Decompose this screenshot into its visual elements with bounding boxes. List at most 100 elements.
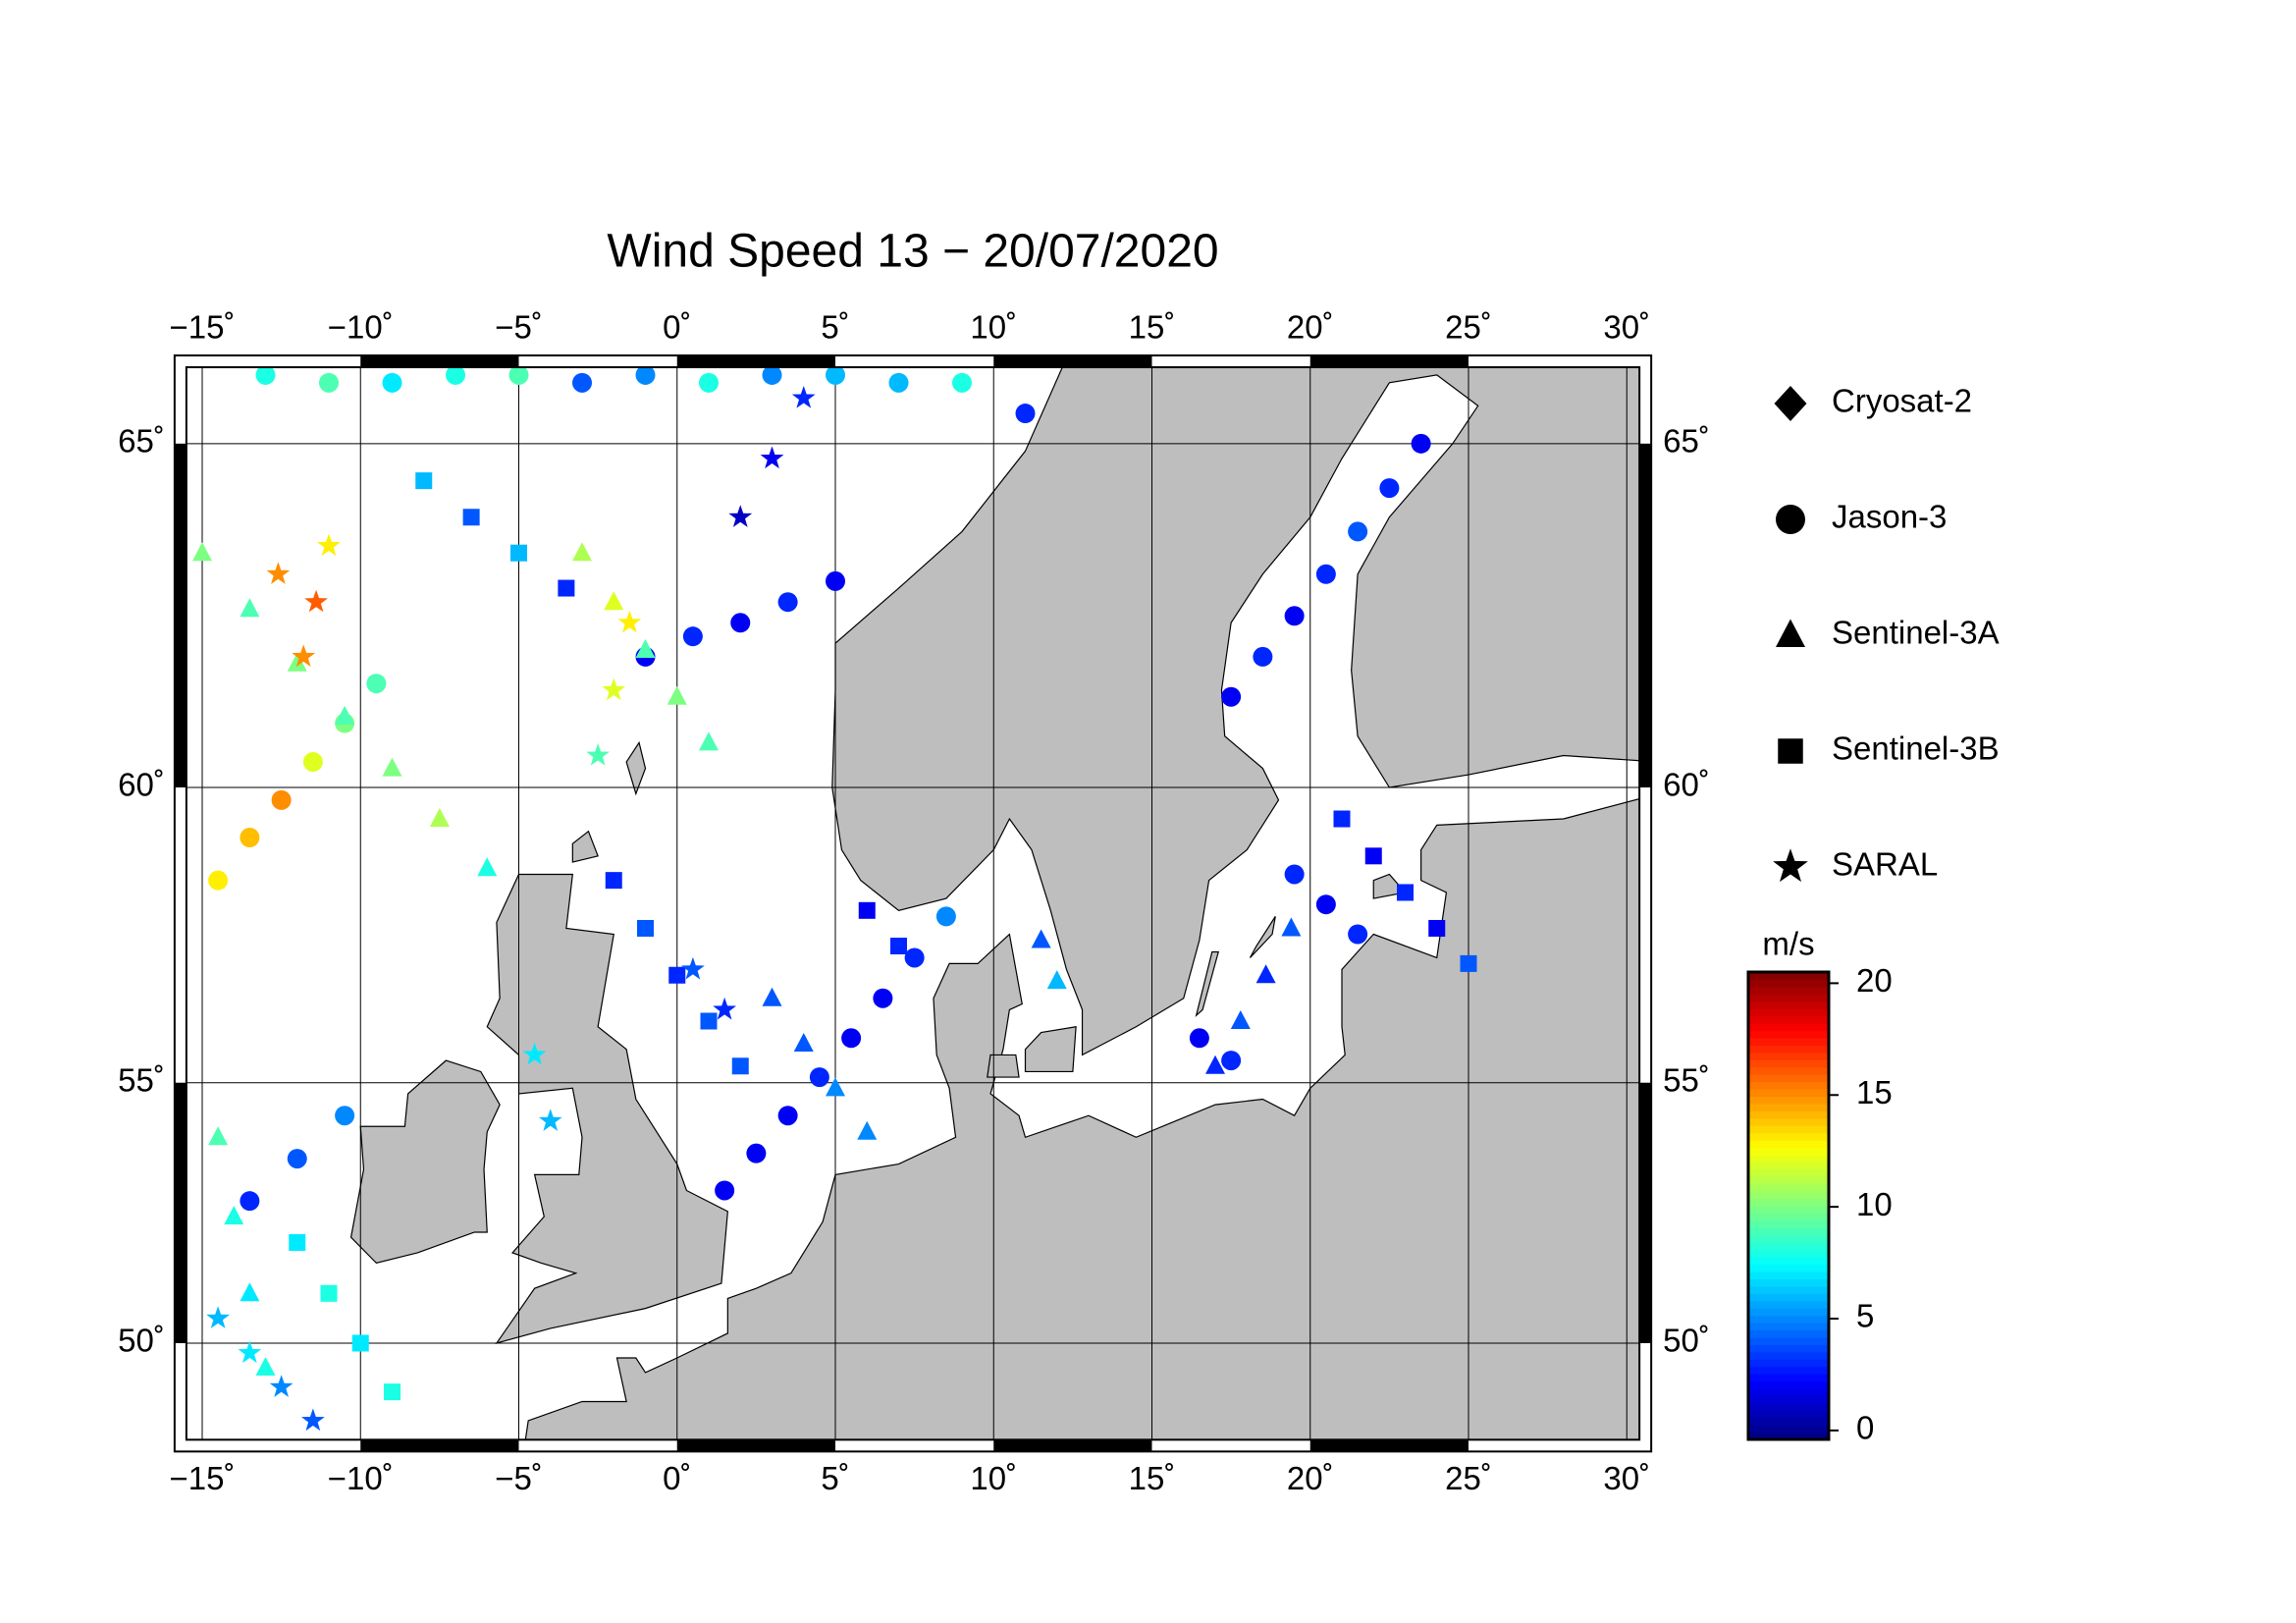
data-point	[572, 372, 592, 393]
data-point	[240, 1191, 260, 1212]
data-point	[1221, 1051, 1242, 1071]
legend-label: Cryosat-2	[1832, 383, 1972, 419]
data-point	[1348, 521, 1368, 542]
data-point	[1046, 970, 1067, 990]
colorbar-cell	[1748, 1242, 1829, 1251]
land	[1195, 950, 1220, 1017]
data-point	[1189, 1028, 1209, 1049]
data-point	[826, 1077, 845, 1097]
data-point	[302, 752, 323, 773]
data-point	[841, 1028, 862, 1049]
colorbar-cell	[1748, 1432, 1829, 1440]
colorbar-cell	[1748, 1285, 1829, 1294]
data-point	[1284, 864, 1305, 885]
data-point	[429, 808, 450, 828]
x-tick-label: 25˚	[1445, 309, 1492, 346]
data-point	[1428, 919, 1446, 937]
border-bar	[993, 355, 1152, 368]
data-point	[382, 757, 402, 777]
data-point	[1284, 606, 1305, 626]
data-point	[668, 966, 686, 984]
colorbar-cell	[1748, 1140, 1829, 1149]
colorbar-cell	[1748, 1308, 1829, 1317]
border-bar	[1639, 443, 1652, 788]
colorbar-cell	[1748, 1176, 1829, 1185]
data-point	[680, 956, 705, 980]
colorbar-cell	[1748, 1023, 1829, 1032]
data-point	[1411, 433, 1431, 454]
data-point	[637, 919, 654, 937]
x-tick-label: 30˚	[1603, 309, 1650, 346]
border-bar	[1639, 1082, 1652, 1343]
data-point	[762, 367, 782, 385]
legend-label: Sentinel-3A	[1832, 615, 2000, 651]
x-tick-label: 5˚	[821, 1460, 849, 1496]
data-point	[287, 1149, 307, 1169]
colorbar-cell	[1748, 1359, 1829, 1368]
data-point	[1333, 810, 1351, 828]
colorbar-cell	[1748, 1213, 1829, 1221]
data-point	[1379, 478, 1400, 499]
colorbar-cell	[1748, 1198, 1829, 1207]
colorbar-cell	[1748, 1045, 1829, 1054]
data-point	[508, 367, 529, 385]
colorbar-cell	[1748, 986, 1829, 995]
data-point	[682, 626, 703, 647]
colorbar-tick-label: 15	[1856, 1074, 1893, 1110]
y-tick-label: 55˚	[118, 1061, 165, 1098]
colorbar-cell	[1748, 1030, 1829, 1039]
data-point	[304, 589, 328, 613]
legend-symbol	[1776, 505, 1805, 534]
colorbar-cell	[1748, 1234, 1829, 1243]
data-point	[255, 1356, 276, 1376]
colorbar-tick-label: 0	[1856, 1410, 1874, 1446]
data-point	[1221, 686, 1242, 707]
colorbar-cell	[1748, 1081, 1829, 1090]
land	[1024, 1026, 1077, 1073]
data-point	[572, 542, 592, 562]
y-tick-label: 55˚	[1663, 1061, 1710, 1098]
border-bar	[174, 1082, 187, 1343]
colorbar-cell	[1748, 1410, 1829, 1419]
land	[987, 1054, 1020, 1078]
colorbar-cell	[1748, 1227, 1829, 1236]
colorbar-cell	[1748, 1103, 1829, 1111]
data-point	[699, 372, 719, 393]
colorbar-cell	[1748, 1219, 1829, 1228]
y-tick-label: 50˚	[118, 1323, 165, 1359]
data-point	[760, 446, 784, 469]
colorbar-unit: m/s	[1762, 926, 1814, 962]
data-point	[858, 901, 876, 919]
legend-label: Jason-3	[1832, 499, 1947, 535]
y-tick-label: 60˚	[118, 767, 165, 803]
data-point	[224, 1206, 244, 1225]
border-bar	[1309, 1439, 1468, 1452]
data-point	[586, 743, 611, 766]
data-point	[292, 644, 316, 668]
data-point	[873, 988, 893, 1008]
colorbar-cell	[1748, 1380, 1829, 1389]
colorbar-cell	[1748, 1183, 1829, 1192]
data-point	[635, 367, 656, 385]
border-bar	[993, 1439, 1152, 1452]
data-point	[1315, 894, 1336, 915]
colorbar-cell	[1748, 1001, 1829, 1009]
colorbar-cell	[1748, 1323, 1829, 1331]
data-point	[730, 613, 751, 633]
x-tick-label: −10˚	[328, 309, 394, 346]
data-point	[319, 372, 339, 393]
land	[486, 873, 728, 1345]
data-point	[1364, 847, 1382, 865]
colorbar-cell	[1748, 1089, 1829, 1098]
x-tick-label: −15˚	[170, 309, 236, 346]
data-point	[538, 1109, 562, 1131]
y-tick-label: 60˚	[1663, 767, 1710, 803]
colorbar-cell	[1748, 1293, 1829, 1302]
data-point	[602, 677, 626, 701]
data-point	[762, 987, 782, 1006]
border-bar	[360, 355, 519, 368]
data-point	[1015, 404, 1036, 424]
data-point	[477, 857, 498, 877]
